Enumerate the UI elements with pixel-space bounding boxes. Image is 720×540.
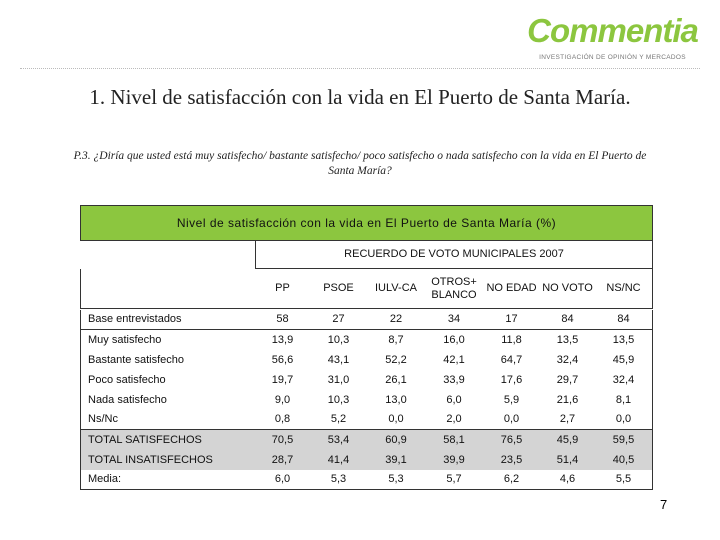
column-header: NO VOTO: [540, 269, 595, 309]
table-cell: 64,7: [483, 350, 540, 370]
table-cell: 10,3: [310, 330, 367, 350]
column-header: NS/NC: [595, 269, 653, 309]
table-cell: 5,3: [367, 470, 425, 490]
table-cell: 29,7: [540, 370, 595, 390]
table-cell: 70,5: [255, 430, 310, 450]
table-cell: 8,7: [367, 330, 425, 350]
column-header: PSOE: [310, 269, 367, 309]
page-number: 7: [660, 497, 668, 512]
table-cell: 39,9: [425, 450, 483, 470]
logo-tagline: INVESTIGACIÓN DE OPINIÓN Y MERCADOS: [539, 54, 686, 61]
table-cell: 34: [425, 310, 483, 330]
row-label: TOTAL INSATISFECHOS: [80, 450, 255, 470]
table-cell: 19,7: [255, 370, 310, 390]
row-label: Muy satisfecho: [80, 330, 255, 350]
table-cell: 0,0: [367, 410, 425, 430]
row-label: TOTAL SATISFECHOS: [80, 430, 255, 450]
row-label: Poco satisfecho: [80, 370, 255, 390]
table-header: Nivel de satisfacción con la vida en El …: [80, 205, 653, 241]
table-cell: 84: [595, 310, 653, 330]
table-cell: 0,0: [595, 410, 653, 430]
table-cell: 32,4: [540, 350, 595, 370]
table-cell: 27: [310, 310, 367, 330]
row-label: Bastante satisfecho: [80, 350, 255, 370]
column-header: PP: [255, 269, 310, 309]
table-cell: 0,8: [255, 410, 310, 430]
table-cell: 21,6: [540, 390, 595, 410]
table-cell: 42,1: [425, 350, 483, 370]
table-cell: 84: [540, 310, 595, 330]
table-cell: 0,0: [483, 410, 540, 430]
table-cell: 5,7: [425, 470, 483, 490]
table-cell: 31,0: [310, 370, 367, 390]
table-cell: 5,3: [310, 470, 367, 490]
table-cell: 23,5: [483, 450, 540, 470]
table-cell: 9,0: [255, 390, 310, 410]
question: P.3. ¿Diría que usted está muy satisfech…: [73, 150, 647, 177]
table-cell: 4,6: [540, 470, 595, 490]
column-header: NO EDAD: [483, 269, 540, 309]
table-cell: 13,5: [540, 330, 595, 350]
title: 1. Nivel de satisfacción con la vida en …: [89, 85, 631, 109]
table-cell: 28,7: [255, 450, 310, 470]
row-label: Media:: [80, 470, 255, 490]
table-cell: 45,9: [540, 430, 595, 450]
row-label: Ns/Nc: [80, 410, 255, 430]
table-cell: 5,2: [310, 410, 367, 430]
column-header: OTROS+ BLANCO: [425, 269, 483, 309]
table-cell: 60,9: [367, 430, 425, 450]
table-cell: 51,4: [540, 450, 595, 470]
table-cell: 6,2: [483, 470, 540, 490]
table-cell: 2,0: [425, 410, 483, 430]
table-cell: 6,0: [425, 390, 483, 410]
row-label: Nada satisfecho: [80, 390, 255, 410]
table-cell: 52,2: [367, 350, 425, 370]
separator: [20, 68, 700, 69]
table-cell: 39,1: [367, 450, 425, 470]
row-label: Base entrevistados: [80, 310, 255, 330]
table-cell: 41,4: [310, 450, 367, 470]
table-cell: 16,0: [425, 330, 483, 350]
table-cell: 5,5: [595, 470, 653, 490]
table-cell: 6,0: [255, 470, 310, 490]
table-cell: 59,5: [595, 430, 653, 450]
table-cell: 32,4: [595, 370, 653, 390]
table-cell: 11,8: [483, 330, 540, 350]
table-cell: 5,9: [483, 390, 540, 410]
table-cell: 58,1: [425, 430, 483, 450]
table-cell: 13,5: [595, 330, 653, 350]
table-cell: 22: [367, 310, 425, 330]
table-cell: 13,0: [367, 390, 425, 410]
subheader: RECUERDO DE VOTO MUNICIPALES 2007: [255, 241, 653, 269]
table-cell: 43,1: [310, 350, 367, 370]
table-cell: 76,5: [483, 430, 540, 450]
logo: Commentia: [527, 12, 699, 49]
table-cell: 26,1: [367, 370, 425, 390]
table-cell: 17,6: [483, 370, 540, 390]
table-cell: 2,7: [540, 410, 595, 430]
table-cell: 10,3: [310, 390, 367, 410]
table-cell: 8,1: [595, 390, 653, 410]
table-cell: 53,4: [310, 430, 367, 450]
table-cell: 33,9: [425, 370, 483, 390]
table-cell: 13,9: [255, 330, 310, 350]
table-cell: 40,5: [595, 450, 653, 470]
corner: [80, 269, 255, 309]
column-header: IULV-CA: [367, 269, 425, 309]
table-cell: 56,6: [255, 350, 310, 370]
table-cell: 45,9: [595, 350, 653, 370]
table-cell: 58: [255, 310, 310, 330]
table-cell: 17: [483, 310, 540, 330]
